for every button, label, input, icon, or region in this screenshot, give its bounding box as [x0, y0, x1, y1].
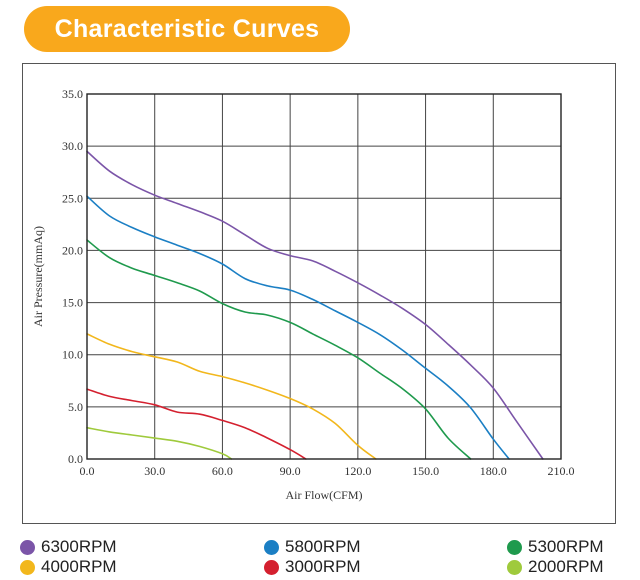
x-tick-label: 210.0 [548, 464, 575, 478]
legend-item-3000rpm: 3000RPM [264, 557, 361, 577]
legend: 6300RPM 5800RPM 5300RPM 4000RPM 3000RPM … [0, 533, 640, 580]
legend-item-4000rpm: 4000RPM [20, 557, 117, 577]
plot-area [86, 93, 562, 460]
characteristic-curves-chart: 0.0 5.0 10.0 15.0 20.0 25.0 30.0 35.0 0.0 30.0 60.… [31, 87, 575, 502]
y-tick-label: 20.0 [62, 243, 83, 257]
x-axis-label: Air Flow(CFM) [285, 488, 362, 502]
series-line-3000rpm [86, 388, 307, 460]
legend-label: 5300RPM [528, 537, 604, 556]
legend-label: 4000RPM [41, 557, 117, 576]
x-tick-label: 0.0 [80, 464, 95, 478]
y-tick-label: 0.0 [68, 452, 83, 466]
legend-label: 6300RPM [41, 537, 117, 556]
x-tick-label: 120.0 [344, 464, 371, 478]
y-tick-label: 35.0 [62, 87, 83, 101]
legend-label: 3000RPM [285, 557, 361, 576]
series-line-2000rpm [86, 426, 233, 460]
x-tick-label: 150.0 [412, 464, 439, 478]
legend-swatch-icon [20, 539, 35, 555]
legend-item-5800rpm: 5800RPM [264, 537, 361, 557]
x-tick-label: 90.0 [280, 464, 301, 478]
tick-labels: 0.0 5.0 10.0 15.0 20.0 25.0 30.0 35.0 0.0 30.0 60.… [62, 87, 575, 478]
y-tick-label: 25.0 [62, 191, 83, 205]
x-tick-label: 180.0 [480, 464, 507, 478]
series-lines [86, 150, 544, 460]
series-line-4000rpm [86, 333, 377, 460]
y-tick-label: 10.0 [62, 348, 83, 362]
x-tick-label: 30.0 [144, 464, 165, 478]
series-line-5800rpm [86, 195, 510, 460]
legend-swatch-icon [264, 559, 279, 575]
legend-label: 2000RPM [528, 557, 604, 576]
legend-label: 5800RPM [285, 537, 361, 556]
chart-frame [22, 63, 616, 524]
legend-item-5300rpm: 5300RPM [507, 537, 604, 557]
legend-swatch-icon [507, 559, 522, 575]
series-line-6300rpm [86, 150, 544, 460]
legend-item-6300rpm: 6300RPM [20, 537, 117, 557]
y-tick-label: 30.0 [62, 139, 83, 153]
legend-item-2000rpm: 2000RPM [507, 557, 604, 577]
legend-swatch-icon [20, 559, 35, 575]
x-tick-label: 60.0 [212, 464, 233, 478]
chart-title-badge: Characteristic Curves [24, 6, 350, 52]
legend-swatch-icon [507, 539, 522, 555]
y-tick-label: 15.0 [62, 296, 83, 310]
y-tick-label: 5.0 [68, 400, 83, 414]
legend-swatch-icon [264, 539, 279, 555]
y-axis-label: Air Pressure(mmAq) [31, 226, 45, 327]
series-line-5300rpm [86, 239, 472, 460]
